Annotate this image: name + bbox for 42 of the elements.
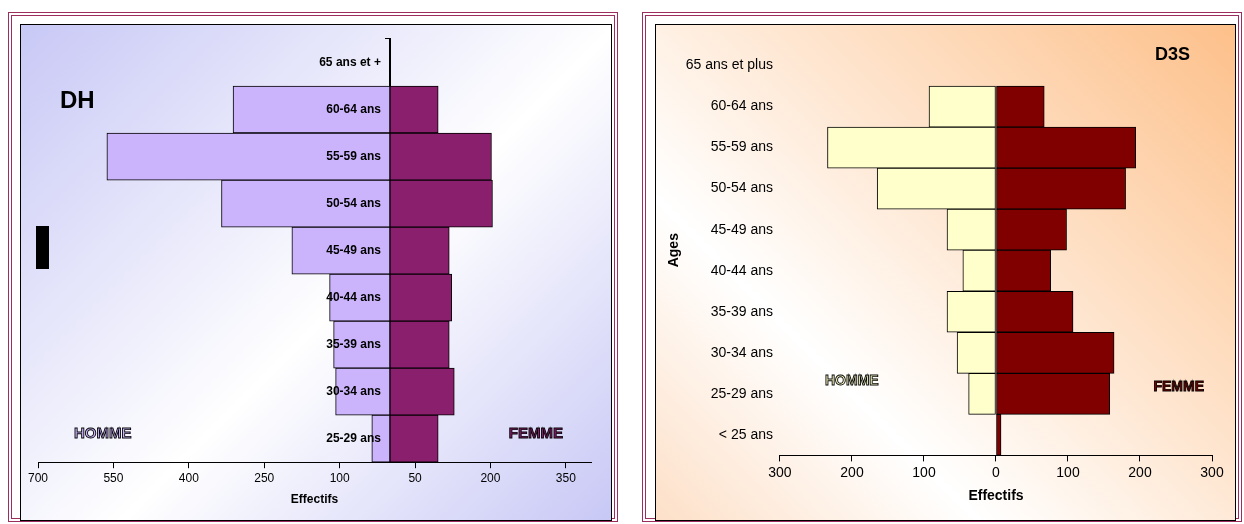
y-tick-label: 60-64 ans — [326, 101, 382, 116]
x-tick-label: 200 — [840, 463, 864, 480]
y-tick-label: 45-49 ans — [326, 242, 382, 257]
y-tick-label: 50-54 ans — [326, 195, 382, 210]
x-tick-label: 200 — [480, 470, 501, 485]
x-axis-title: Effectifs — [290, 492, 339, 507]
y-axis-title: Ages — [665, 232, 682, 268]
text: DH — [60, 85, 95, 113]
text: FEMME — [508, 424, 563, 442]
chart-title: D3S — [1154, 43, 1190, 64]
y-tick-label: 65 ans et + — [319, 54, 381, 69]
y-tick-label: 40-44 ans — [326, 289, 382, 304]
x-tick-label: 300 — [768, 463, 792, 480]
x-tick-label: 550 — [103, 470, 124, 485]
text: FEMME — [1153, 378, 1204, 395]
y-tick-label: 40-44 ans — [710, 261, 773, 278]
x-tick-label: 100 — [1056, 463, 1080, 480]
y-tick-label: 30-34 ans — [710, 343, 773, 360]
text: HOMME — [824, 372, 879, 389]
x-tick-label: 0 — [992, 463, 1001, 480]
x-tick-label: 100 — [912, 463, 936, 480]
x-tick-label: 300 — [1200, 463, 1224, 480]
text: HOMME — [74, 424, 132, 442]
y-tick-label: 35-39 ans — [326, 336, 382, 351]
y-tick-label: 65 ans et plus — [685, 56, 773, 73]
y-tick-label: 55-59 ans — [326, 148, 382, 163]
x-tick-label: 200 — [1128, 463, 1152, 480]
y-tick-label: 45-49 ans — [710, 220, 773, 237]
x-tick-label: 400 — [178, 470, 200, 485]
y-tick-label: 55-59 ans — [710, 138, 773, 155]
y-tick-label: 35-39 ans — [710, 302, 773, 319]
x-tick-label: 700 — [28, 470, 49, 485]
y-tick-label: 25-29 ans — [710, 384, 773, 401]
y-tick-label: < 25 ans — [718, 425, 773, 442]
x-tick-label: 250 — [254, 470, 275, 485]
y-tick-label: 60-64 ans — [710, 97, 773, 114]
x-tick-label: 50 — [408, 470, 423, 485]
x-axis-title: Effectifs — [968, 487, 1024, 504]
x-tick-label: 100 — [329, 470, 350, 485]
y-tick-label: 30-34 ans — [326, 383, 382, 398]
y-tick-label: 50-54 ans — [710, 179, 773, 196]
x-tick-label: 350 — [555, 470, 577, 485]
